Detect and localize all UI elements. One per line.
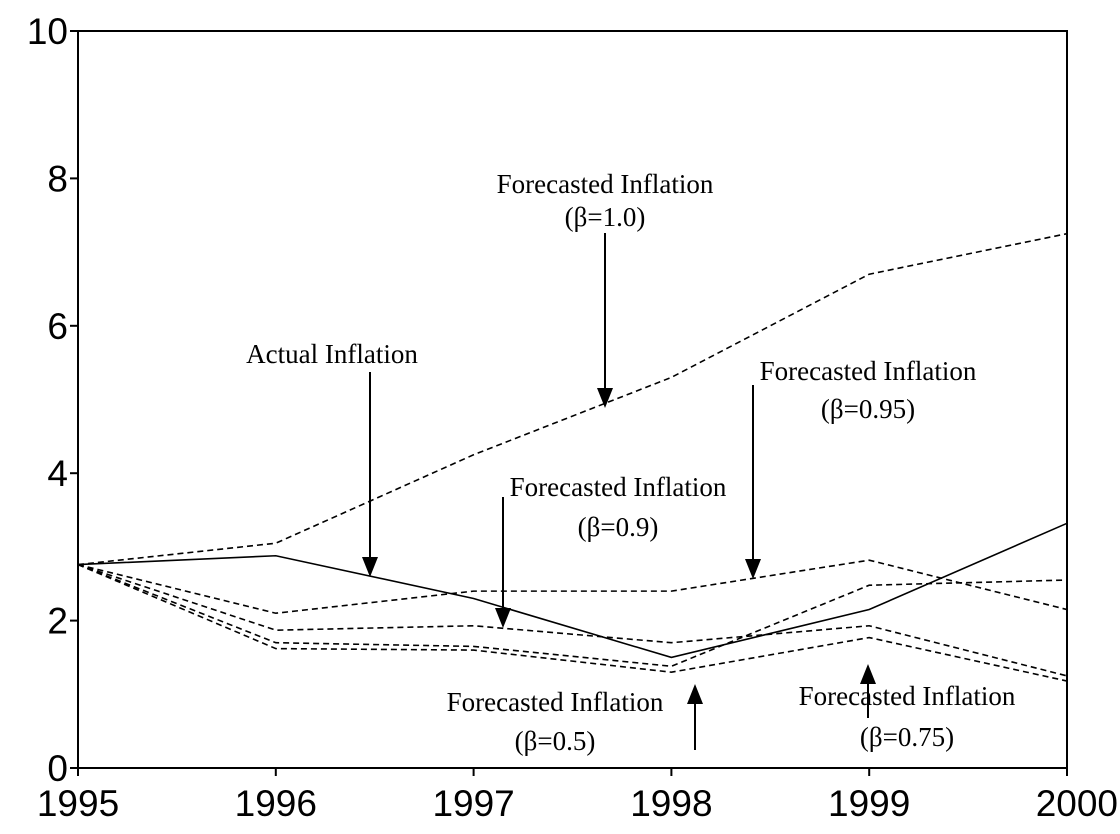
y-tick-label: 10 xyxy=(27,11,68,52)
plot-frame xyxy=(77,30,1068,769)
annotation: Forecasted Inflation xyxy=(497,169,714,199)
annotation: (β=0.95) xyxy=(821,394,915,424)
annotation: Forecasted Inflation xyxy=(760,356,977,386)
series-line xyxy=(77,559,1068,615)
annotation: Forecasted Inflation xyxy=(447,687,664,717)
y-tick-label: 8 xyxy=(47,158,68,199)
arrow-head xyxy=(687,684,703,704)
x-tick-label: 2000 xyxy=(1036,783,1118,824)
x-tick-label: 1995 xyxy=(37,783,119,824)
series-line xyxy=(77,522,1068,659)
arrow-head xyxy=(597,388,613,408)
y-tick-label: 4 xyxy=(47,453,68,494)
x-tick-label: 1997 xyxy=(432,783,514,824)
annotation: (β=0.5) xyxy=(515,726,596,756)
x-tick-label: 1999 xyxy=(828,783,910,824)
x-tick-label: 1998 xyxy=(630,783,712,824)
series-line xyxy=(77,563,1068,677)
y-tick-label: 6 xyxy=(47,306,68,347)
annotation: Forecasted Inflation xyxy=(510,472,727,502)
annotation: (β=0.9) xyxy=(578,512,659,542)
y-tick-label: 0 xyxy=(47,748,68,789)
arrow-head xyxy=(860,664,876,684)
arrow-head xyxy=(362,557,378,577)
annotation: (β=0.75) xyxy=(860,722,954,752)
annotation: (β=1.0) xyxy=(565,202,646,232)
series-line xyxy=(77,563,1068,668)
annotation: Forecasted Inflation xyxy=(799,681,1016,711)
series-line xyxy=(77,563,1068,682)
series-line xyxy=(77,232,1068,566)
y-tick-label: 2 xyxy=(47,601,68,642)
arrow-head xyxy=(745,559,761,579)
arrow-head xyxy=(495,608,511,628)
annotation: Actual Inflation xyxy=(246,339,418,369)
x-tick-label: 1996 xyxy=(235,783,317,824)
